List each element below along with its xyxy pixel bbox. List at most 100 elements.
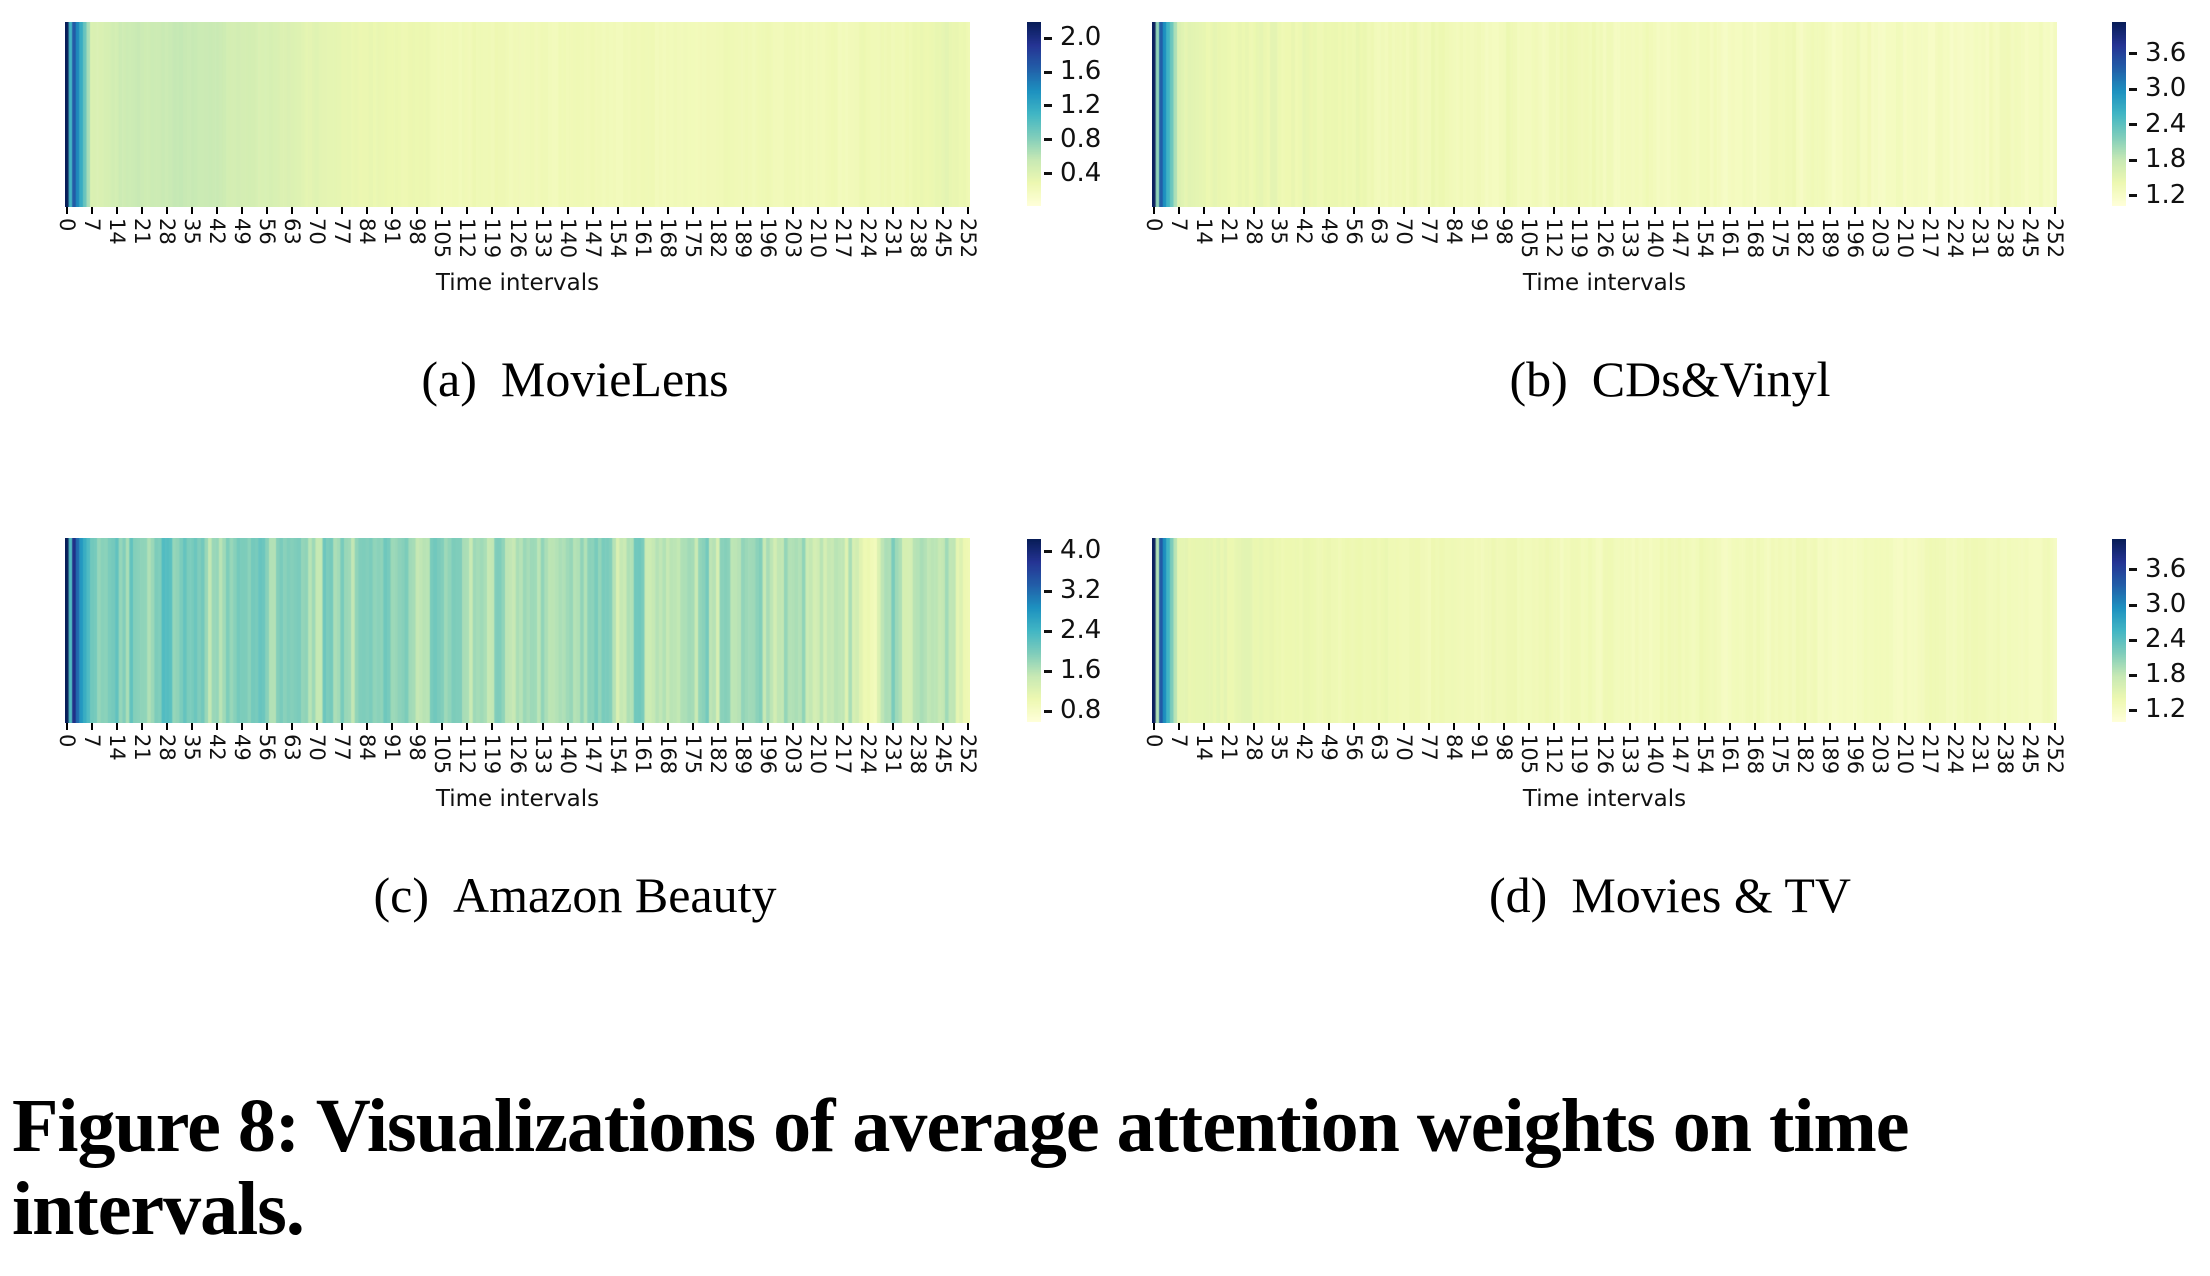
x-tick	[1878, 207, 1881, 214]
x-tick-label: 91	[380, 734, 405, 761]
x-tick-label: 140	[555, 218, 580, 259]
colorbar-tick-label: 2.4	[2145, 108, 2187, 139]
colorbar-tick-label: 3.6	[2145, 37, 2187, 68]
x-tick-label: 189	[730, 734, 755, 775]
x-tick	[766, 207, 769, 214]
x-tick	[1403, 723, 1406, 730]
x-tick-label: 105	[1517, 218, 1542, 259]
x-tick-label: 140	[1642, 218, 1667, 259]
x-tick	[1728, 207, 1731, 214]
x-tick	[917, 207, 920, 214]
x-tick	[1929, 207, 1931, 214]
colorbar-tick	[1044, 104, 1052, 108]
x-tick	[791, 723, 794, 730]
x-tick	[416, 723, 419, 730]
x-tick-label: 77	[1417, 734, 1442, 761]
x-tick-label: 140	[1642, 734, 1667, 775]
colorbar-cds-vinyl	[2112, 22, 2126, 206]
x-tick-label: 84	[1442, 218, 1467, 245]
x-tick	[791, 207, 794, 214]
x-tick	[917, 723, 920, 730]
x-tick-label: 203	[780, 218, 805, 259]
x-tick-label: 0	[1141, 218, 1166, 232]
x-tick-label: 91	[380, 218, 405, 245]
colorbar-tick	[1044, 629, 1052, 633]
x-tick	[466, 723, 469, 730]
x-tick-label: 231	[881, 218, 906, 259]
x-tick-label: 252	[956, 218, 981, 259]
x-tick-label: 21	[1216, 734, 1241, 761]
x-tick	[566, 723, 569, 730]
x-tick-label: 203	[780, 734, 805, 775]
x-tick	[1778, 723, 1781, 730]
x-tick-label: 224	[1943, 734, 1968, 775]
x-tick-label: 175	[1767, 218, 1792, 259]
colorbar-tick	[2129, 123, 2137, 127]
colorbar-tick-label: 1.2	[2145, 179, 2187, 210]
colorbar-tick	[1044, 549, 1052, 553]
x-tick	[216, 723, 219, 730]
x-tick	[366, 723, 369, 730]
x-tick-label: 126	[505, 734, 530, 775]
colorbar-tick	[2129, 87, 2137, 91]
colorbar-tick	[2129, 568, 2137, 572]
x-tick-label: 189	[1817, 734, 1842, 775]
x-tick-label: 49	[1317, 218, 1342, 245]
x-tick-label: 133	[1617, 734, 1642, 775]
x-tick-label: 189	[730, 218, 755, 259]
x-tick-label: 182	[705, 734, 730, 775]
x-tick	[1528, 207, 1531, 214]
x-tick-label: 84	[355, 218, 380, 245]
x-tick-label: 14	[1191, 734, 1216, 761]
subcaption-a-text: MovieLens	[500, 351, 729, 407]
x-tick-label: 217	[1918, 218, 1942, 259]
x-tick	[391, 723, 394, 730]
x-tick-label: 91	[1467, 734, 1492, 761]
colorbar-tick-label: 4.0	[1060, 535, 1102, 565]
x-tick	[666, 207, 669, 214]
x-tick	[616, 207, 619, 214]
x-tick-label: 119	[1567, 734, 1592, 775]
x-tick	[391, 207, 394, 214]
colorbar-tick-label: 1.8	[2145, 659, 2187, 690]
x-tick-label: 49	[1317, 734, 1342, 761]
x-tick	[1403, 207, 1406, 214]
x-tick-label: 21	[129, 734, 154, 761]
x-tick-label: 203	[1867, 218, 1892, 259]
x-tick-label: 252	[956, 734, 981, 775]
x-tick	[1428, 207, 1431, 214]
x-tick	[190, 207, 193, 214]
x-tick-label: 42	[205, 218, 230, 245]
x-tick	[441, 723, 444, 730]
x-tick-label: 56	[1342, 218, 1367, 245]
colorbar-tick-label: 0.8	[1060, 123, 1102, 154]
x-tick-label: 147	[580, 218, 605, 259]
x-tick	[1678, 207, 1681, 214]
x-tick-label: 7	[79, 218, 104, 232]
x-tick	[1603, 207, 1606, 214]
x-tick	[1703, 723, 1706, 730]
x-tick	[1753, 207, 1756, 214]
x-tick	[1528, 723, 1531, 730]
x-tick-label: 7	[1166, 218, 1191, 232]
x-tick	[466, 207, 469, 214]
x-tick-label: 245	[931, 218, 956, 259]
colorbar-tick	[1044, 36, 1052, 40]
colorbar-tick-label: 1.6	[1060, 56, 1102, 87]
x-tick-label: 42	[1292, 218, 1317, 245]
x-tick	[115, 723, 118, 730]
x-axis-label: Time intervals	[1522, 786, 1687, 812]
x-tick-label: 35	[1266, 218, 1291, 245]
x-tick-label: 217	[1918, 734, 1942, 775]
x-tick	[2029, 723, 2032, 730]
subcaption-a-prefix: (a)	[421, 351, 477, 407]
x-tick-label: 105	[430, 218, 455, 259]
x-axis-label: Time intervals	[1522, 270, 1687, 296]
x-tick	[1903, 207, 1906, 214]
x-tick-label: 77	[330, 218, 355, 245]
colorbar-movies-tv	[2112, 539, 2126, 722]
x-tick-label: 49	[230, 734, 255, 761]
colorbar-tick-label: 3.0	[2145, 73, 2187, 104]
x-tick	[1227, 207, 1230, 214]
